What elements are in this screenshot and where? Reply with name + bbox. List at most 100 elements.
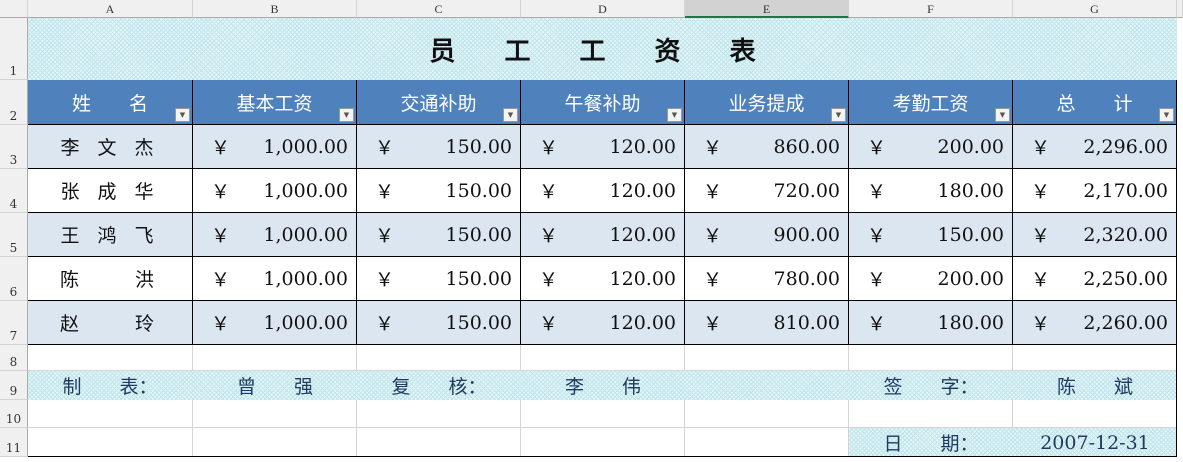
amount-cell[interactable]: ￥ 2,320.00 [1013, 213, 1177, 257]
amount-cell[interactable]: ￥ 900.00 [685, 213, 849, 257]
amount-cell[interactable]: ￥ 120.00 [521, 125, 685, 169]
date-row-fill [849, 428, 1177, 457]
cell[interactable] [357, 400, 521, 428]
row-header-11[interactable]: 11 [0, 428, 28, 457]
select-all-corner[interactable] [0, 0, 28, 18]
row-header-6[interactable]: 6 [0, 257, 28, 301]
filter-dropdown-icon[interactable]: ▼ [339, 108, 354, 122]
amount-value: 2,296.00 [1083, 135, 1168, 158]
employee-name-cell[interactable]: 陈 洪 [28, 257, 193, 301]
cell[interactable] [521, 428, 685, 457]
amount-cell[interactable]: ￥ 150.00 [849, 213, 1013, 257]
row-header-7[interactable]: 7 [0, 301, 28, 345]
amount-cell[interactable]: ￥ 1,000.00 [193, 301, 357, 345]
column-header-C[interactable]: C [357, 0, 521, 18]
row-header-10[interactable]: 10 [0, 400, 28, 428]
amount-cell[interactable]: ￥ 120.00 [521, 301, 685, 345]
column-header-B[interactable]: B [193, 0, 357, 18]
amount-value: 2,170.00 [1083, 179, 1168, 202]
cell[interactable] [1013, 400, 1177, 428]
employee-name-cell[interactable]: 张 成 华 [28, 169, 193, 213]
column-header-cell[interactable]: 业务提成 ▼ [685, 80, 849, 125]
row-header-4[interactable]: 4 [0, 169, 28, 213]
amount-cell[interactable]: ￥ 2,250.00 [1013, 257, 1177, 301]
cell[interactable] [1013, 345, 1177, 371]
employee-name-cell[interactable]: 王 鸿 飞 [28, 213, 193, 257]
amount-value: 2,320.00 [1083, 223, 1168, 246]
amount-cell[interactable]: ￥ 780.00 [685, 257, 849, 301]
amount-cell[interactable]: ￥ 150.00 [357, 301, 521, 345]
amount-cell[interactable]: ￥ 2,260.00 [1013, 301, 1177, 345]
amount-cell[interactable]: ￥ 200.00 [849, 257, 1013, 301]
column-header-cell[interactable]: 基本工资 ▼ [193, 80, 357, 125]
column-header-cell[interactable]: 总 计 ▼ [1013, 80, 1177, 125]
filter-dropdown-icon[interactable]: ▼ [1159, 108, 1174, 122]
filter-dropdown-icon[interactable]: ▼ [995, 108, 1010, 122]
column-header-G[interactable]: G [1013, 0, 1177, 18]
row-header-9[interactable]: 9 [0, 371, 28, 400]
cell[interactable] [685, 428, 849, 457]
amount-cell[interactable]: ￥ 200.00 [849, 125, 1013, 169]
filter-dropdown-icon[interactable]: ▼ [503, 108, 518, 122]
cell[interactable] [28, 428, 193, 457]
cell[interactable] [28, 345, 193, 371]
column-header-cell[interactable]: 交通补助 ▼ [357, 80, 521, 125]
amount-cell[interactable]: ￥ 180.00 [849, 169, 1013, 213]
filter-dropdown-icon[interactable]: ▼ [831, 108, 846, 122]
amount-cell[interactable]: ￥ 2,296.00 [1013, 125, 1177, 169]
amount-cell[interactable]: ￥ 1,000.00 [193, 125, 357, 169]
cell[interactable] [28, 400, 193, 428]
date-value: 2007-12-31 [1040, 431, 1150, 454]
amount-cell[interactable]: ￥ 120.00 [521, 169, 685, 213]
amount-value: 720.00 [773, 179, 840, 202]
signature-row-fill [28, 371, 1177, 400]
cell[interactable] [685, 400, 849, 428]
maker-label: 制 表： [62, 376, 158, 398]
currency-symbol: ￥ [539, 137, 559, 159]
amount-cell[interactable]: ￥ 720.00 [685, 169, 849, 213]
row-header-2[interactable]: 2 [0, 80, 28, 125]
amount-cell[interactable]: ￥ 1,000.00 [193, 169, 357, 213]
amount-cell[interactable]: ￥ 1,000.00 [193, 257, 357, 301]
cell[interactable] [193, 345, 357, 371]
amount-cell[interactable]: ￥ 150.00 [357, 257, 521, 301]
cell[interactable] [849, 400, 1013, 428]
amount-cell[interactable]: ￥ 150.00 [357, 213, 521, 257]
cell[interactable] [193, 428, 357, 457]
amount-cell[interactable]: ￥ 150.00 [357, 169, 521, 213]
amount-value: 860.00 [773, 135, 840, 158]
amount-cell[interactable]: ￥ 120.00 [521, 213, 685, 257]
cell[interactable] [357, 345, 521, 371]
employee-name-cell[interactable]: 李 文 杰 [28, 125, 193, 169]
amount-cell[interactable]: ￥ 2,170.00 [1013, 169, 1177, 213]
column-header-E[interactable]: E [685, 0, 849, 18]
amount-value: 150.00 [937, 223, 1004, 246]
currency-symbol: ￥ [1031, 137, 1051, 159]
column-header-D[interactable]: D [521, 0, 685, 18]
amount-cell[interactable]: ￥ 120.00 [521, 257, 685, 301]
column-header-cell[interactable]: 考勤工资 ▼ [849, 80, 1013, 125]
row-header-3[interactable]: 3 [0, 125, 28, 169]
currency-symbol: ￥ [703, 269, 723, 291]
row-header-8[interactable]: 8 [0, 345, 28, 371]
cell[interactable] [521, 345, 685, 371]
column-header-cell[interactable]: 姓 名 ▼ [28, 80, 193, 125]
row-header-5[interactable]: 5 [0, 213, 28, 257]
column-header-cell[interactable]: 午餐补助 ▼ [521, 80, 685, 125]
amount-cell[interactable]: ￥ 150.00 [357, 125, 521, 169]
amount-cell[interactable]: ￥ 810.00 [685, 301, 849, 345]
amount-cell[interactable]: ￥ 860.00 [685, 125, 849, 169]
column-header-F[interactable]: F [849, 0, 1013, 18]
employee-name-cell[interactable]: 赵 玲 [28, 301, 193, 345]
filter-dropdown-icon[interactable]: ▼ [175, 108, 190, 122]
amount-cell[interactable]: ￥ 180.00 [849, 301, 1013, 345]
column-header-A[interactable]: A [28, 0, 193, 18]
cell[interactable] [849, 345, 1013, 371]
amount-cell[interactable]: ￥ 1,000.00 [193, 213, 357, 257]
filter-dropdown-icon[interactable]: ▼ [667, 108, 682, 122]
cell[interactable] [193, 400, 357, 428]
row-header-1[interactable]: 1 [0, 18, 28, 80]
cell[interactable] [357, 428, 521, 457]
cell[interactable] [521, 400, 685, 428]
cell[interactable] [685, 345, 849, 371]
